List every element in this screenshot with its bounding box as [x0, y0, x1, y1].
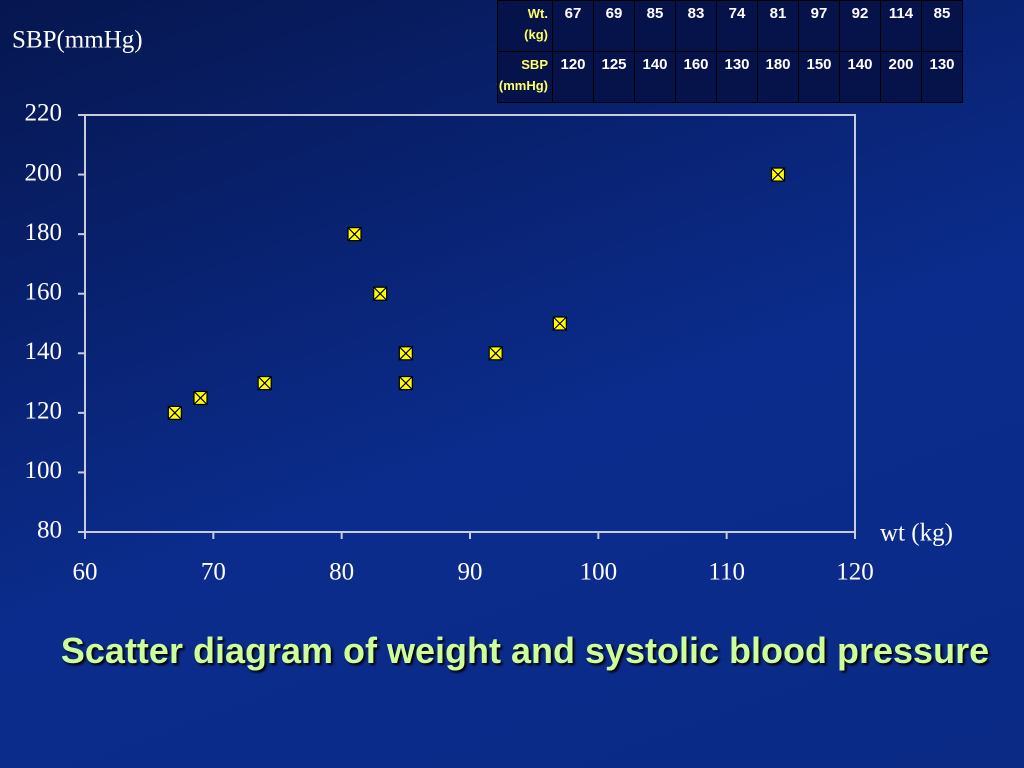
table-cell: 160 — [675, 51, 717, 103]
table-cell: 130 — [921, 51, 963, 103]
y-tick-label: 120 — [25, 398, 63, 425]
data-table: Wt. (kg) 67 69 85 83 74 81 97 92 114 85 SBP (mmHg) 120… — [497, 0, 963, 103]
chart-title: Scatter diagram of weight and systolic b… — [60, 630, 990, 671]
table-cell: 140 — [634, 51, 676, 103]
table-cell: 81 — [757, 0, 799, 52]
table-row: SBP (mmHg) 120 125 140 160 130 180 150 140 200 130 — [497, 51, 963, 103]
point-cross — [488, 346, 503, 361]
table-cell: 200 — [880, 51, 922, 103]
row-header-line: (mmHg) — [498, 78, 548, 93]
point — [193, 390, 208, 406]
table-cell: 130 — [716, 51, 758, 103]
y-axis-label: SBP(mmHg) — [12, 27, 143, 54]
table-cell: 85 — [921, 0, 963, 52]
row-header-line: SBP — [521, 57, 548, 72]
x-tick-label: 80 — [329, 559, 354, 586]
y-tick-label: 140 — [25, 338, 63, 365]
point-cross — [193, 391, 208, 405]
table-row: Wt. (kg) 67 69 85 83 74 81 97 92 114 85 — [497, 0, 963, 52]
point — [770, 167, 786, 182]
plot-border — [84, 114, 856, 533]
point — [257, 375, 272, 391]
point — [373, 286, 388, 301]
x-tick-label: 90 — [458, 559, 483, 586]
table-cell: 180 — [757, 51, 799, 103]
table-cell: 120 — [552, 51, 594, 103]
row-header: SBP (mmHg) — [497, 51, 553, 103]
table-cell: 69 — [593, 0, 635, 52]
y-tick-label: 200 — [25, 159, 63, 186]
y-tick-label: 100 — [25, 457, 63, 484]
x-tick-label: 60 — [73, 559, 98, 586]
point-cross — [398, 346, 413, 361]
row-header-line: Wt. — [527, 6, 548, 21]
y-tick-label: 220 — [25, 100, 63, 127]
x-tick-label: 100 — [580, 559, 618, 586]
point-cross — [257, 376, 272, 390]
y-tick-label: 80 — [37, 517, 62, 544]
table-cell: 97 — [798, 0, 840, 52]
table-cell: 140 — [839, 51, 881, 103]
x-tick-label: 110 — [708, 559, 745, 586]
table-cell: 83 — [675, 0, 717, 52]
point-cross — [373, 286, 388, 301]
point — [488, 346, 503, 361]
x-tick-label: 70 — [201, 559, 226, 586]
y-tick-label: 180 — [25, 219, 63, 246]
table-cell: 150 — [798, 51, 840, 103]
table-cell: 92 — [839, 0, 881, 52]
point — [398, 375, 413, 391]
table-cell: 67 — [552, 0, 594, 52]
point — [167, 405, 182, 420]
x-tick-label: 120 — [836, 559, 874, 586]
y-tick-label: 160 — [25, 278, 63, 305]
table-cell: 114 — [880, 0, 922, 52]
table-cell: 85 — [634, 0, 676, 52]
point-cross — [167, 405, 182, 420]
point-cross — [347, 227, 362, 242]
point — [552, 316, 567, 331]
table-cell: 74 — [716, 0, 758, 52]
point — [398, 346, 413, 361]
row-header-line: (kg) — [524, 27, 548, 42]
point-cross — [771, 167, 785, 182]
row-header: Wt. (kg) — [497, 0, 553, 52]
x-axis-label: wt (kg) — [880, 520, 953, 547]
point — [347, 227, 362, 242]
point-cross — [398, 376, 413, 390]
point-cross — [552, 316, 567, 331]
table-cell: 125 — [593, 51, 635, 103]
